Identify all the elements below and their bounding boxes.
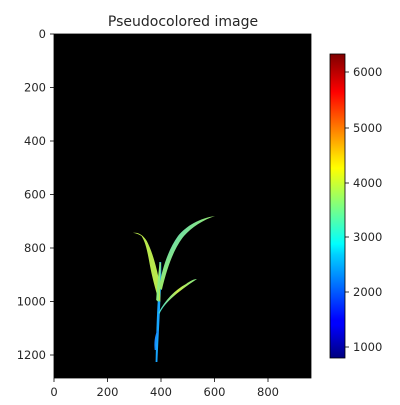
colorbar (329, 53, 346, 359)
y-tick-label: 400 (24, 134, 46, 148)
y-tick-label: 0 (39, 27, 46, 41)
colorbar-tick-label: 5000 (353, 121, 382, 135)
x-tick-label: 200 (97, 385, 119, 399)
colorbar-tick-label: 2000 (353, 285, 382, 299)
y-axis (50, 33, 54, 356)
y-tick-label: 1000 (17, 295, 46, 309)
y-tick-label: 200 (24, 81, 46, 95)
x-tick-label: 0 (50, 385, 57, 399)
x-tick-label: 400 (150, 385, 172, 399)
plant-silhouette (133, 216, 215, 362)
x-tick-label: 600 (204, 385, 226, 399)
plant-sheath (156, 262, 161, 302)
plant-leaf-upper-right (158, 216, 215, 290)
y-tick-label: 600 (24, 188, 46, 202)
colorbar-tick-label: 3000 (353, 230, 382, 244)
y-tick-label: 800 (24, 241, 46, 255)
colorbar-tick-label: 1000 (353, 340, 382, 354)
x-tick-label: 800 (257, 385, 279, 399)
colorbar-tick-label: 4000 (353, 176, 382, 190)
y-tick-label: 1200 (17, 348, 46, 362)
colorbar-tick-label: 6000 (353, 65, 382, 79)
chart-title: Pseudocolored image (108, 14, 258, 30)
plant-leaf-basal (154, 330, 159, 350)
colorbar-ticks (345, 71, 349, 348)
x-axis (53, 378, 269, 382)
image-area (53, 33, 312, 379)
